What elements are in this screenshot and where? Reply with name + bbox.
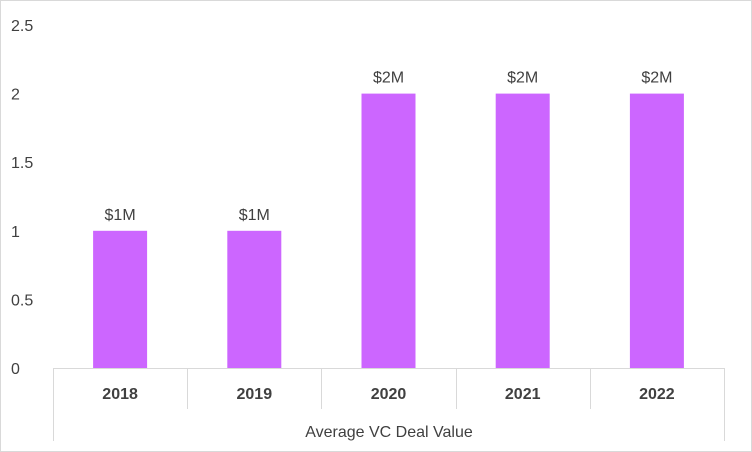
y-tick-label: 2.5 — [11, 18, 33, 35]
y-tick-label: 1 — [11, 224, 20, 241]
y-tick-label: 0 — [11, 361, 20, 378]
bar-2018 — [93, 230, 148, 368]
bar-2021 — [495, 93, 550, 368]
data-label-2020: $2M — [373, 70, 404, 87]
data-label-2022: $2M — [641, 70, 672, 87]
x-tick-label-2020: 2020 — [371, 386, 407, 403]
y-axis-labels: 0 0.5 1 1.5 2 2.5 — [11, 18, 33, 378]
x-tick-label-2022: 2022 — [639, 386, 675, 403]
x-tick-label-2019: 2019 — [237, 386, 273, 403]
data-label-2021: $2M — [507, 70, 538, 87]
data-labels: $1M $1M $2M $2M $2M — [105, 70, 673, 224]
y-tick-label: 0.5 — [11, 292, 33, 309]
x-tick-label-2021: 2021 — [505, 386, 541, 403]
bar-2020 — [361, 93, 416, 368]
data-label-2019: $1M — [239, 207, 270, 224]
bar-2019 — [227, 230, 282, 368]
bar-2022 — [629, 93, 684, 368]
data-label-2018: $1M — [105, 207, 136, 224]
x-tick-labels: 2018 2019 2020 2021 2022 — [102, 386, 674, 403]
x-axis — [53, 368, 725, 441]
x-axis-title: Average VC Deal Value — [305, 424, 473, 441]
y-tick-label: 2 — [11, 87, 20, 104]
x-tick-label-2018: 2018 — [102, 386, 138, 403]
bars — [93, 93, 684, 368]
y-tick-label: 1.5 — [11, 155, 33, 172]
